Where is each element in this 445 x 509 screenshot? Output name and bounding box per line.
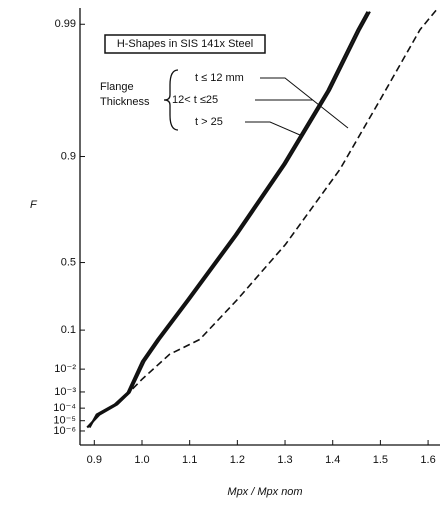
legend-label: t > 25 [195, 116, 223, 128]
y-tick-label: 0.9 [61, 150, 76, 162]
legend-title-box: Flange Thickness [100, 81, 150, 108]
y-tick-label: 10⁻² [54, 363, 76, 375]
y-tick-label: 0.1 [61, 324, 76, 336]
x-tick-label: 1.3 [277, 454, 292, 466]
y-tick-label: 10⁻³ [54, 386, 76, 398]
x-tick-label: 1.0 [134, 454, 149, 466]
x-axis-label: Mpx / Mpx nom [227, 486, 302, 498]
x-tick-label: 1.4 [325, 454, 340, 466]
legend-label: t ≤ 12 mm [195, 72, 244, 84]
legend-leader [260, 77, 349, 129]
y-tick-label: 0.99 [55, 18, 76, 30]
y-tick-label: 10⁻⁴ [53, 402, 76, 414]
y-tick-label: 10⁻⁵ [53, 415, 76, 427]
series-line [116, 8, 438, 405]
legend-title: Flange Thickness [100, 81, 150, 108]
legend-leader [245, 121, 301, 136]
x-tick-label: 1.5 [373, 454, 388, 466]
annotation: H-Shapes in SIS 141x Steel [117, 38, 253, 50]
y-tick-label: 10⁻⁶ [53, 425, 76, 437]
y-tick-label: 0.5 [61, 256, 76, 268]
x-tick-label: 0.9 [87, 454, 102, 466]
x-tick-label: 1.1 [182, 454, 197, 466]
series-line [88, 11, 369, 429]
legend-brace [163, 69, 179, 131]
x-tick-label: 1.2 [230, 454, 245, 466]
annotation-box [104, 34, 266, 54]
legend-label: 12< t ≤25 [172, 94, 218, 106]
y-axis-label: F [30, 199, 38, 211]
x-tick-label: 1.6 [420, 454, 435, 466]
series-line [86, 11, 371, 429]
